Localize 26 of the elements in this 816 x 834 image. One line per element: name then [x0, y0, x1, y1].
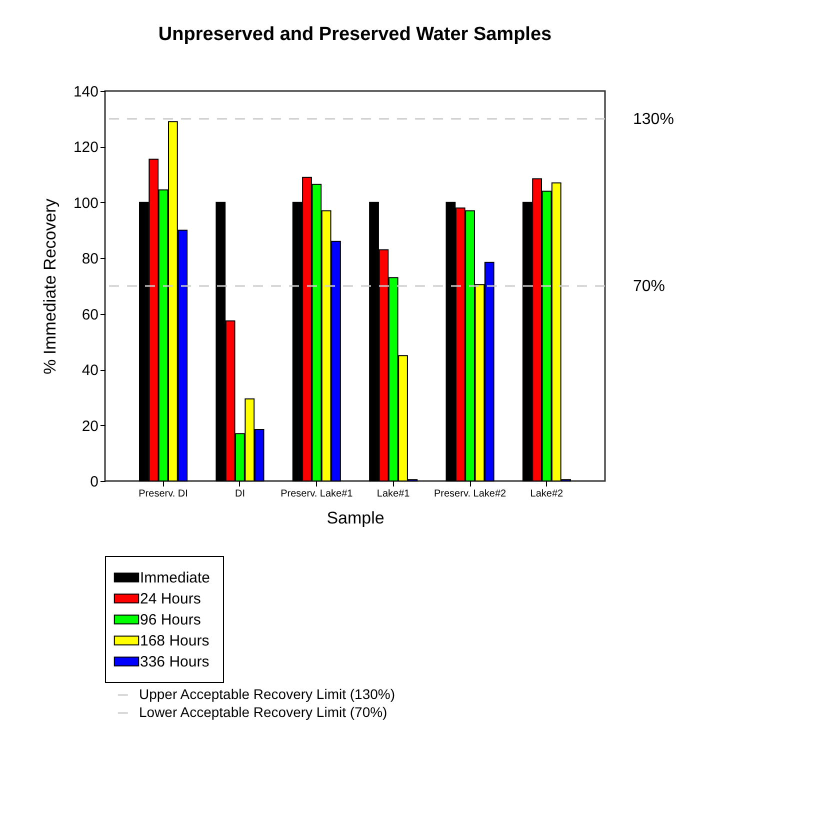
y-tick-label: 80 — [82, 250, 98, 268]
text: 130% — [633, 110, 674, 128]
y-tick-label: 140 — [73, 84, 98, 100]
x-axis-title: Sample — [326, 508, 384, 528]
x-tick-label: Preserv. DI — [138, 488, 188, 500]
y-tick-label: 20 — [82, 418, 98, 435]
legend-label: Upper Acceptable Recovery Limit (130%) — [139, 686, 396, 702]
text: 70% — [633, 278, 666, 295]
x-tick-label: Preserv. Lake#1 — [280, 488, 354, 500]
x-tick-label: Lake#2 — [530, 488, 564, 500]
legend-label: 24 Hours — [140, 590, 201, 608]
y-tick-label: 120 — [73, 139, 98, 156]
chart-title: Unpreserved and Preserved Water Samples — [158, 24, 552, 45]
x-tick-label: DI — [234, 488, 245, 500]
y-tick-label: 0 — [90, 474, 98, 490]
legend-label: 168 Hours — [140, 632, 210, 650]
x-tick-label: Preserv. Lake#2 — [434, 488, 507, 500]
x-tick-label: Lake#1 — [376, 488, 410, 500]
y-tick-label: 100 — [73, 194, 98, 212]
y-tick-label: 60 — [82, 306, 98, 324]
legend-label: 336 Hours — [140, 654, 210, 670]
y-axis-title: % Immediate Recovery — [40, 198, 60, 374]
legend-label: Lower Acceptable Recovery Limit (70%) — [139, 704, 388, 720]
legend-label: Immediate — [140, 570, 210, 586]
legend-label: 96 Hours — [140, 612, 201, 628]
y-tick-label: 40 — [82, 362, 98, 380]
